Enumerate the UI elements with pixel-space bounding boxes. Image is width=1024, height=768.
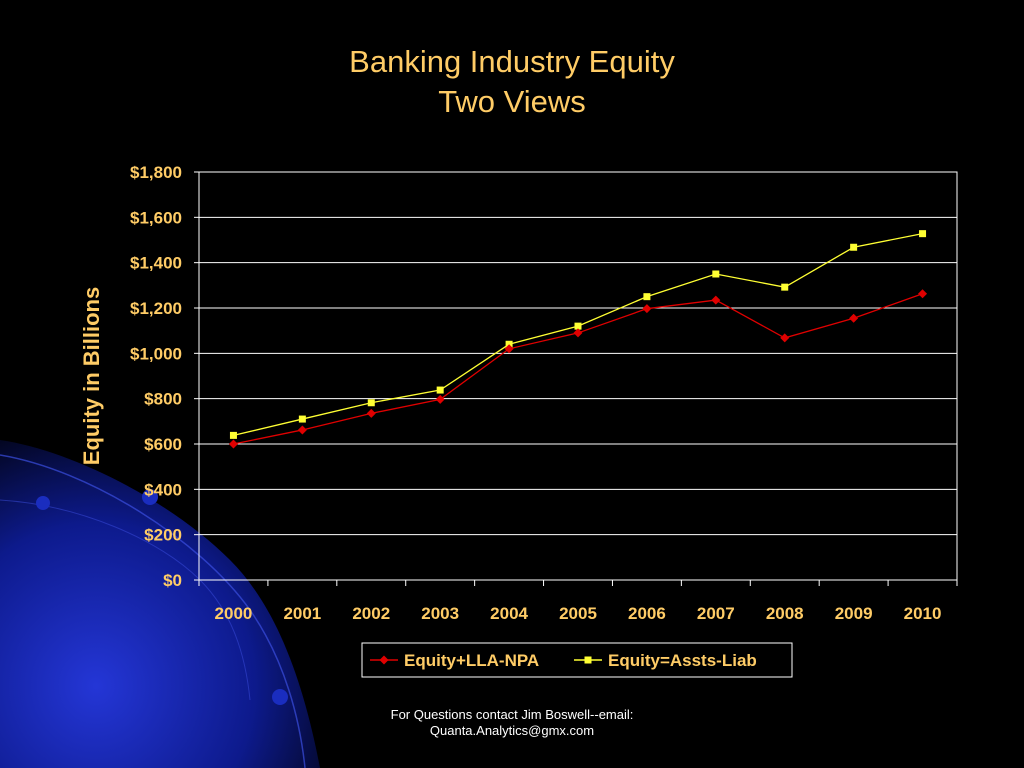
y-tick-label: $200 [144,526,182,545]
x-tick-label: 2007 [697,604,735,623]
swoosh-arc-line [0,499,251,701]
data-point-marker [504,344,514,354]
plot-area-border [198,171,958,581]
decor-dot [142,489,158,505]
data-point-marker [919,230,927,238]
footer-contact-text: For Questions contact Jim Boswell--email… [390,707,634,722]
blue-swoosh-shape [0,440,320,768]
data-point-marker [229,431,237,439]
data-point-marker [918,289,928,299]
x-tick-label: 2002 [352,604,390,623]
data-point-marker [643,293,651,301]
y-tick-label: $1,200 [130,299,182,318]
y-tick-label: $600 [144,435,182,454]
data-point-marker [505,340,513,348]
legend-label: Equity=Assts-Liab [608,651,757,670]
slide-subtitle: Two Views [438,84,586,119]
data-point-marker [228,439,238,449]
decor-dot [272,689,288,705]
y-tick-label: $1,600 [130,208,182,227]
legend-label: Equity+LLA-NPA [404,651,539,670]
y-axis-title: Equity in Billions [79,287,104,465]
x-tick-label: 2008 [766,604,804,623]
x-tick-label: 2005 [559,604,597,623]
x-tick-label: 2009 [835,604,873,623]
swoosh-arc-line [0,454,306,768]
y-tick-label: $1,000 [130,344,182,363]
data-point-marker [298,415,306,423]
data-point-marker [712,270,720,278]
data-point-marker [642,304,652,314]
y-tick-label: $1,400 [130,254,182,273]
data-point-marker [711,295,721,305]
x-tick-label: 2010 [904,604,942,623]
decor-dot [36,496,50,510]
legend-marker [379,655,389,665]
line-chart: $0 $200 $400 $600 $800 $1,000 $1,200 $1,400 $1,6… [79,163,958,678]
data-point-marker [436,386,444,394]
data-point-marker [366,408,376,418]
y-tick-label: $400 [144,480,182,499]
data-point-marker [573,328,583,338]
data-point-marker [574,322,582,330]
data-point-marker [849,313,859,323]
x-tick-label: 2006 [628,604,666,623]
slide-title: Banking Industry Equity [349,44,675,79]
y-tick-label: $0 [163,571,182,590]
x-tick-label: 2004 [490,604,528,623]
legend-marker [584,656,592,664]
footer-email[interactable]: Quanta.Analytics@gmx.com [429,723,595,738]
data-point-marker [781,283,789,291]
data-point-marker [297,425,307,435]
y-tick-label: $1,800 [130,163,182,182]
data-point-marker [367,399,375,407]
data-point-marker [435,394,445,404]
data-point-marker [850,243,858,251]
data-point-marker [780,333,790,343]
x-tick-label: 2003 [421,604,459,623]
y-tick-label: $800 [144,390,182,409]
series-line [233,293,923,445]
x-tick-label: 2001 [283,604,321,623]
x-tick-label: 2000 [215,604,253,623]
